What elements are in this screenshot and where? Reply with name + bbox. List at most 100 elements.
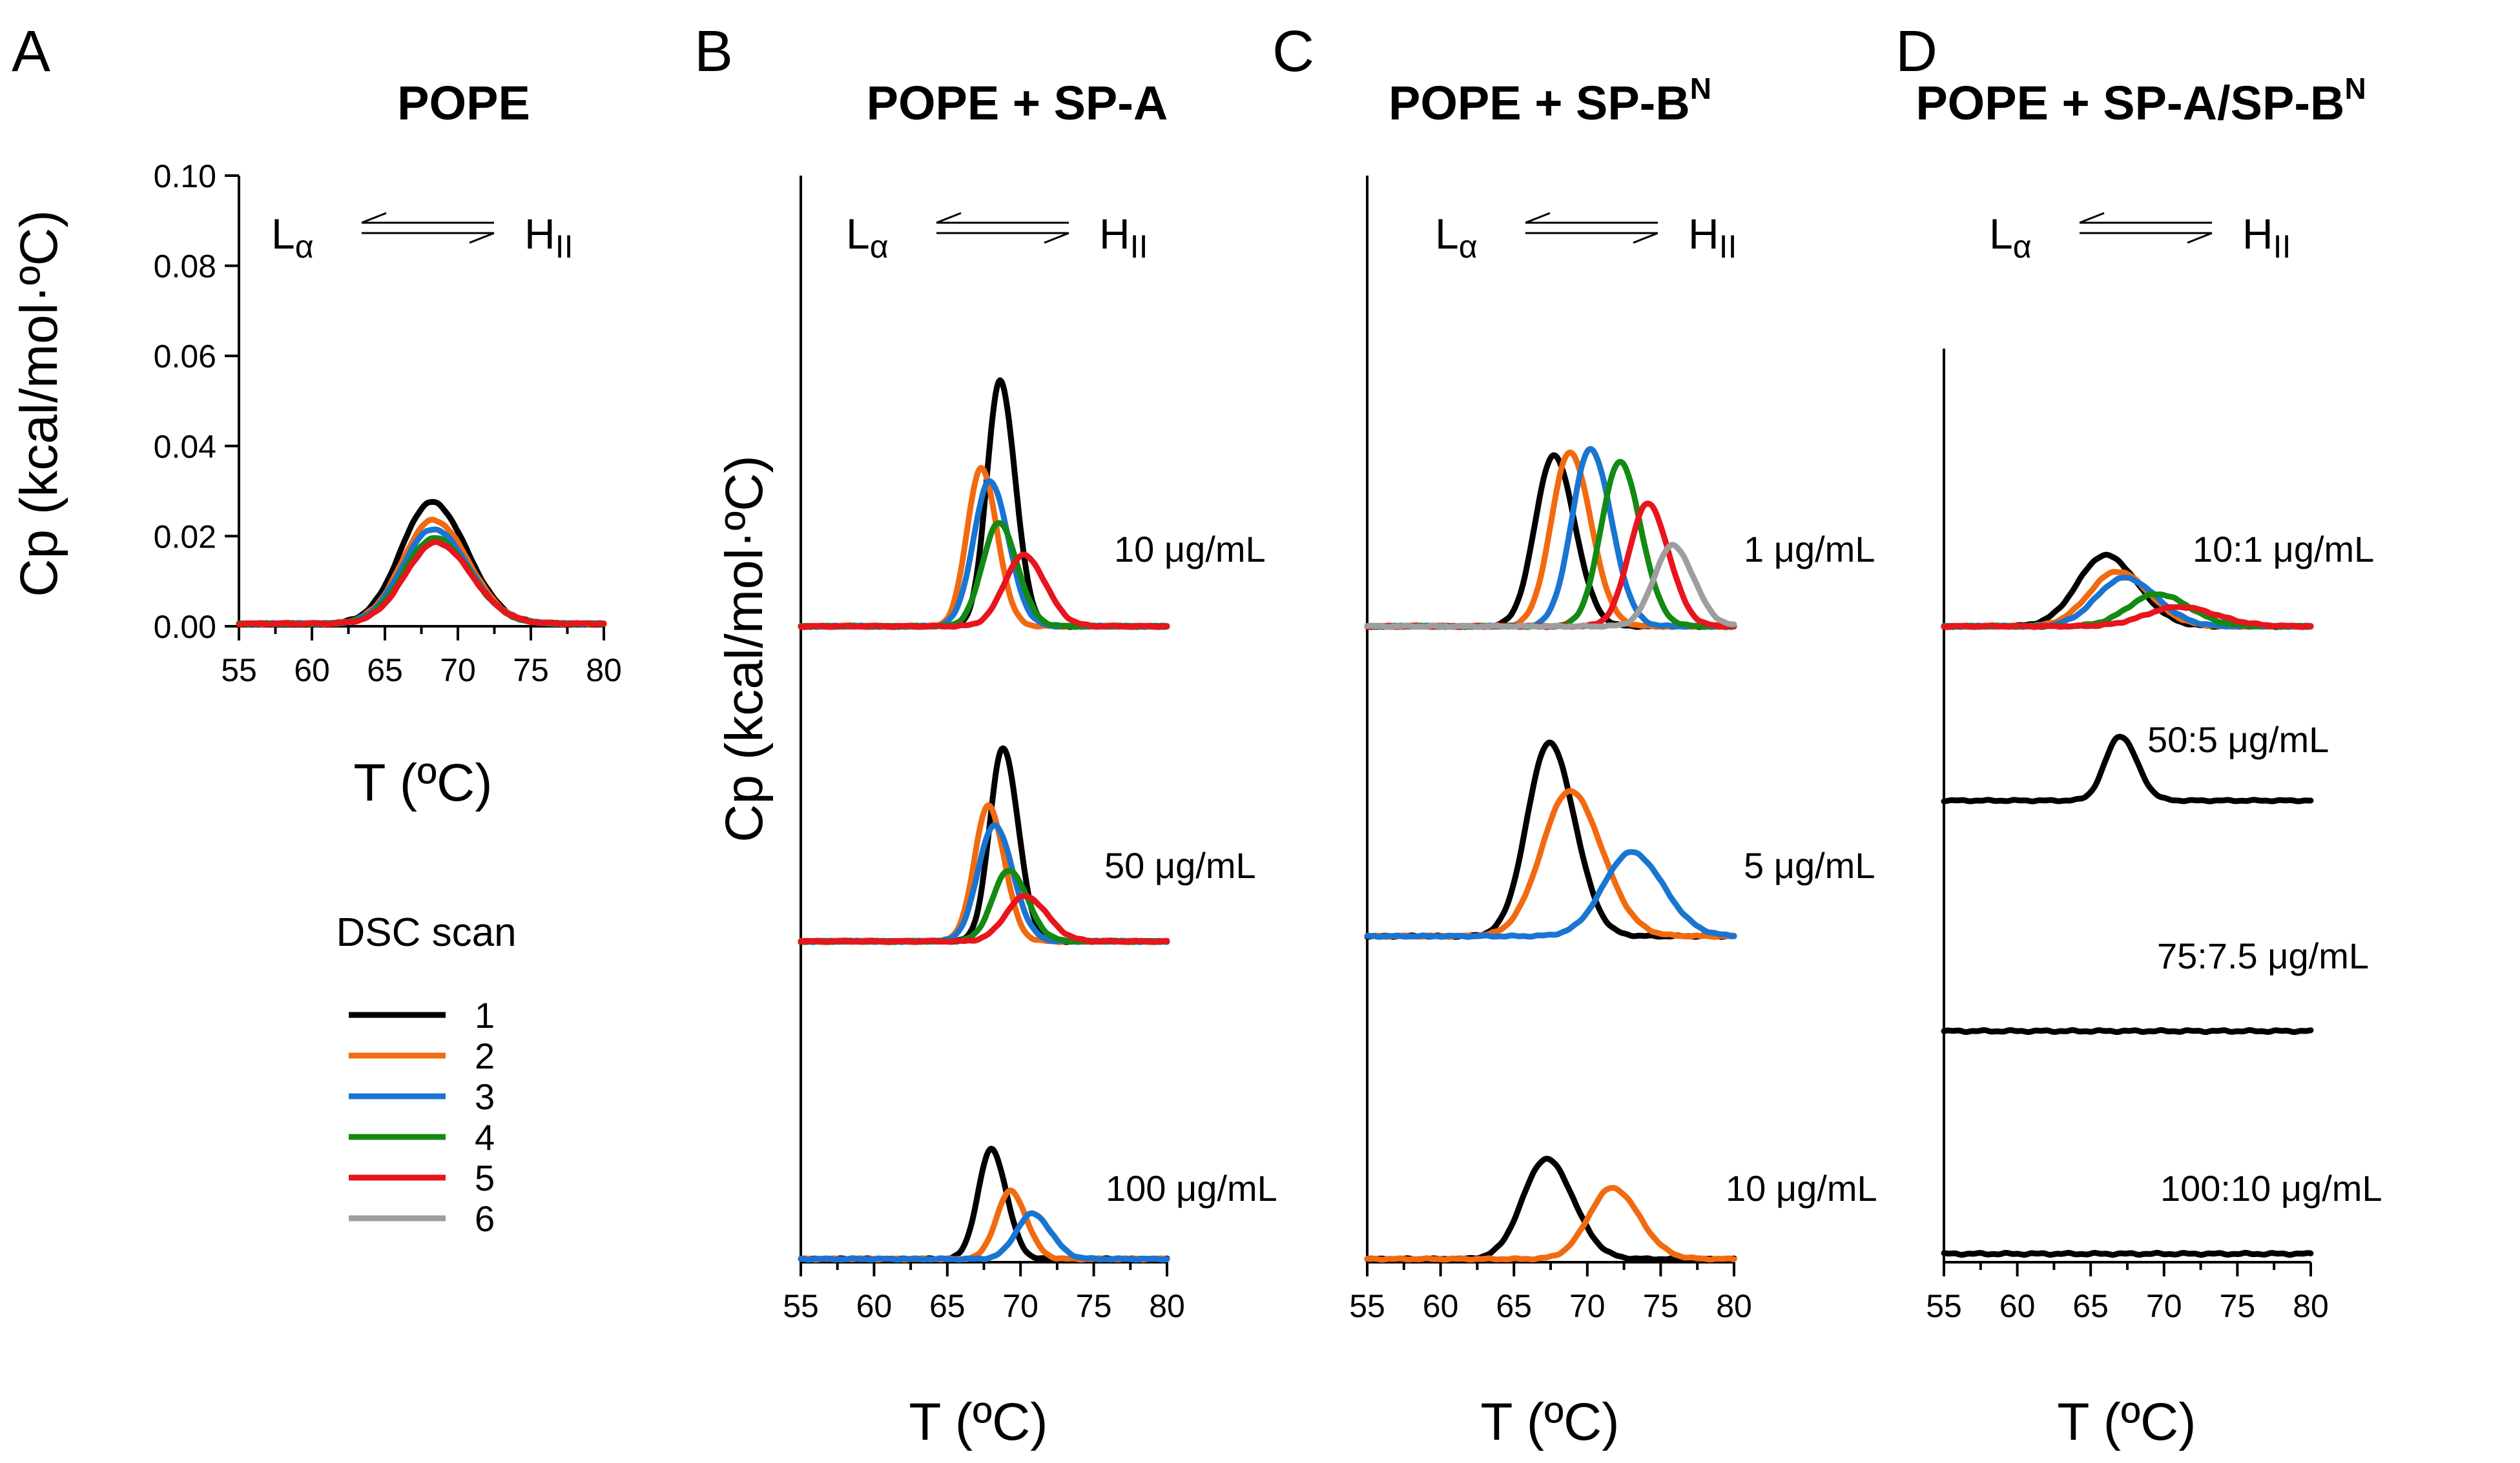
x-tick-label: 70 <box>1002 1288 1038 1324</box>
x-axis-title-a: T (ºC) <box>353 753 492 812</box>
legend-item: 1 <box>349 995 495 1036</box>
phase-annotation-d: Lα HII <box>1989 210 2291 265</box>
x-tick-label: 70 <box>1569 1288 1606 1324</box>
legend-label: 4 <box>475 1117 495 1158</box>
x-tick-label: 75 <box>2220 1288 2256 1324</box>
dsc-curve-scan-1 <box>236 498 607 628</box>
x-tick-label: 65 <box>929 1288 966 1324</box>
dsc-curve-scan-3 <box>798 1210 1170 1263</box>
dsc-curve-scan-5 <box>236 538 607 628</box>
panel-title-d: POPE + SP-A/SP-BN <box>1916 72 2366 130</box>
x-axis-a: 55 60 65 70 75 80 <box>221 625 622 688</box>
dsc-curve-scan-6 <box>1364 542 1737 630</box>
x-tick-label: 55 <box>783 1288 819 1324</box>
y-tick-label: 0.04 <box>154 429 216 465</box>
panel-letter-a: A <box>12 19 50 84</box>
dsc-curve-scan-5 <box>1941 604 2314 630</box>
y-tick-label: 0.00 <box>154 609 216 645</box>
phase-left-label: Lα <box>271 210 314 265</box>
panel-title-a-text: POPE <box>397 76 530 130</box>
x-tick-label: 65 <box>1496 1288 1532 1324</box>
y-tick-label: 0.08 <box>154 249 216 285</box>
dsc-curve-scan-1 <box>1941 1249 2314 1258</box>
legend-label: 3 <box>475 1076 495 1117</box>
y-axis-title-b: Cp (kcal/mol·ºC) <box>715 455 774 842</box>
x-tick-label: 80 <box>1716 1288 1752 1324</box>
panel-title-b-text: POPE + SP-A <box>867 76 1168 130</box>
concentration-label: 50:5 μg/mL <box>2147 719 2329 760</box>
dsc-curve-scan-1 <box>1941 1027 2314 1036</box>
x-tick-label: 80 <box>1149 1288 1185 1324</box>
x-tick-label: 70 <box>440 652 476 688</box>
equilibrium-arrows-icon <box>1525 212 1658 244</box>
dsc-curve-scan-1 <box>1364 1156 1737 1263</box>
phase-right-label: HII <box>1099 210 1148 265</box>
dsc-curve-scan-5 <box>798 551 1170 630</box>
panel-title-d-sup: N <box>2344 72 2366 105</box>
legend-item: 2 <box>349 1036 495 1076</box>
panel-title-a: POPE <box>397 76 530 130</box>
phase-annotation-b: Lα HII <box>846 210 1148 265</box>
legend-item: 6 <box>349 1198 495 1239</box>
phase-right-label: HII <box>1688 210 1737 265</box>
dsc-curve-scan-1 <box>798 377 1170 630</box>
x-tick-label: 80 <box>2293 1288 2329 1324</box>
dsc-curve-scan-3 <box>1364 849 1737 940</box>
x-axis-d: 55 60 65 70 75 80 <box>1926 1261 2329 1324</box>
phase-left-label: Lα <box>1989 210 2032 265</box>
panel-title-c-text: POPE + SP-B <box>1389 76 1690 130</box>
x-tick-label: 80 <box>586 652 622 688</box>
phase-left-label: Lα <box>846 210 889 265</box>
panel-title-b: POPE + SP-A <box>867 76 1168 130</box>
concentration-label: 100:10 μg/mL <box>2160 1168 2382 1209</box>
concentration-label: 10:1 μg/mL <box>2193 529 2374 569</box>
x-tick-label: 55 <box>1926 1288 1962 1324</box>
panel-letter-d: D <box>1895 19 1937 84</box>
equilibrium-arrows-icon <box>361 212 495 244</box>
x-tick-label: 60 <box>294 652 330 688</box>
legend-label: 2 <box>475 1036 495 1076</box>
x-tick-label: 60 <box>856 1288 893 1324</box>
concentration-label: 100 μg/mL <box>1106 1168 1277 1209</box>
x-tick-label: 75 <box>1076 1288 1112 1324</box>
panel-title-c-sup: N <box>1690 72 1711 105</box>
concentration-label: 75:7.5 μg/mL <box>2157 936 2369 976</box>
y-tick-label: 0.02 <box>154 518 216 555</box>
legend-item: 5 <box>349 1158 495 1198</box>
panel-title-d-text: POPE + SP-A/SP-B <box>1916 76 2344 130</box>
dsc-curve-scan-2 <box>1364 449 1737 630</box>
x-tick-label: 70 <box>2146 1288 2182 1324</box>
legend-title: DSC scan <box>336 910 516 955</box>
legend-item: 4 <box>349 1117 495 1158</box>
x-tick-label: 65 <box>2072 1288 2109 1324</box>
panel-title-c: POPE + SP-BN <box>1389 72 1711 130</box>
phase-left-label: Lα <box>1435 210 1478 265</box>
x-axis-b: 55 60 65 70 75 80 <box>783 1261 1185 1324</box>
dsc-curve-scan-2 <box>1364 1185 1737 1263</box>
x-tick-label: 55 <box>221 652 257 688</box>
x-tick-label: 55 <box>1349 1288 1385 1324</box>
phase-right-label: HII <box>2242 210 2291 265</box>
phase-annotation-c: Lα HII <box>1435 210 1737 265</box>
concentration-label: 10 μg/mL <box>1726 1168 1877 1209</box>
panel-letter-c: C <box>1272 19 1314 84</box>
x-axis-title-d: T (ºC) <box>2057 1393 2196 1451</box>
y-axis-a: 0.00 0.02 0.04 0.06 0.08 0.10 <box>154 158 240 645</box>
legend-item: 3 <box>349 1076 495 1117</box>
x-tick-label: 75 <box>513 652 549 688</box>
x-axis-c: 55 60 65 70 75 80 <box>1349 1261 1752 1324</box>
x-tick-label: 65 <box>367 652 403 688</box>
equilibrium-arrows-icon <box>936 212 1069 244</box>
x-axis-title-b: T (ºC) <box>909 1393 1048 1451</box>
legend-label: 6 <box>475 1198 495 1239</box>
x-axis-title-c: T (ºC) <box>1480 1393 1619 1451</box>
y-axis-title-a: Cp (kcal/mol·ºC) <box>10 210 68 597</box>
dsc-curve-scan-1 <box>1941 733 2314 804</box>
concentration-label: 5 μg/mL <box>1744 845 1875 886</box>
y-tick-label: 0.06 <box>154 338 216 374</box>
concentration-label: 10 μg/mL <box>1114 529 1266 569</box>
equilibrium-arrows-icon <box>2079 212 2213 244</box>
x-tick-label: 60 <box>1423 1288 1459 1324</box>
legend-label: 1 <box>475 995 495 1036</box>
